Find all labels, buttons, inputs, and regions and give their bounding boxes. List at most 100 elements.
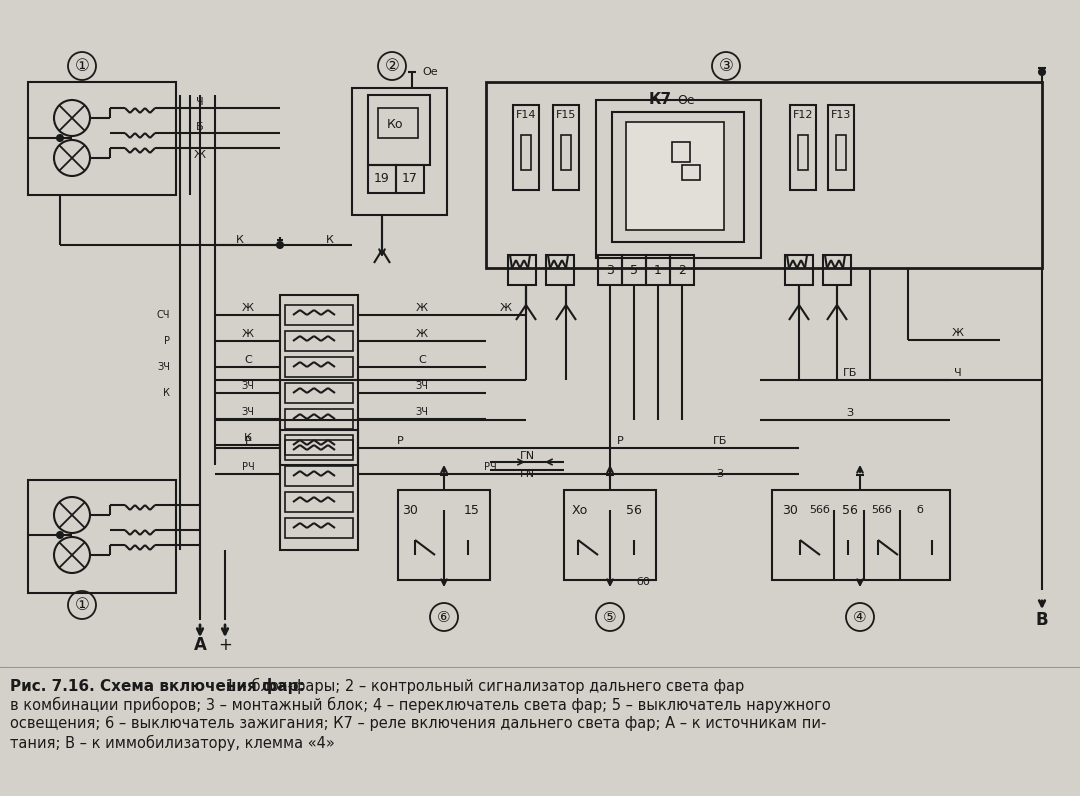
Bar (798, 135, 808, 170)
Bar (561, 135, 571, 170)
Text: ГБ: ГБ (842, 368, 858, 378)
Text: б: б (917, 505, 923, 515)
Bar (368, 95, 430, 165)
Bar (28, 480, 176, 593)
Text: Ое: Ое (422, 67, 437, 77)
Text: К7: К7 (648, 92, 672, 107)
Bar (564, 490, 656, 580)
Bar (521, 135, 531, 170)
Text: Ж: Ж (194, 150, 206, 160)
Bar (513, 105, 539, 190)
Text: Ч: Ч (197, 97, 204, 107)
Text: РЧ: РЧ (242, 462, 255, 472)
Bar (508, 255, 536, 285)
Bar (553, 105, 579, 190)
Text: 15: 15 (464, 504, 480, 517)
Bar (670, 255, 694, 285)
Text: К: К (244, 433, 252, 443)
Text: С: С (418, 355, 426, 365)
Text: З: З (716, 469, 724, 479)
Text: освещения; 6 – выключатель зажигания; К7 – реле включения дальнего света фар; А : освещения; 6 – выключатель зажигания; К7… (10, 716, 826, 731)
Text: 56б: 56б (872, 505, 892, 515)
Bar (285, 466, 353, 486)
Text: Рис. 7.16. Схема включения фар:: Рис. 7.16. Схема включения фар: (10, 678, 305, 694)
Text: 5: 5 (630, 263, 638, 276)
Text: в комбинации приборов; 3 – монтажный блок; 4 – переключатель света фар; 5 – выкл: в комбинации приборов; 3 – монтажный бло… (10, 697, 831, 713)
Text: 1 – блок-фары; 2 – контрольный сигнализатор дальнего света фар: 1 – блок-фары; 2 – контрольный сигнализа… (220, 678, 744, 694)
Text: 2: 2 (678, 263, 686, 276)
Bar (285, 383, 353, 403)
Bar (772, 490, 950, 580)
Text: К: К (237, 235, 244, 245)
Bar (399, 490, 490, 580)
Bar (626, 122, 724, 230)
Text: Р: Р (617, 436, 623, 446)
Bar (285, 305, 353, 325)
Text: К: К (326, 235, 334, 245)
Text: тания; В – к иммобилизатору, клемма «4»: тания; В – к иммобилизатору, клемма «4» (10, 735, 335, 751)
Bar (396, 165, 424, 193)
Bar (836, 135, 846, 170)
Text: +: + (218, 636, 232, 654)
Bar (789, 105, 816, 190)
Bar (285, 492, 353, 512)
Text: Ко: Ко (387, 119, 403, 131)
Text: B: B (1036, 611, 1049, 629)
Text: б0: б0 (636, 577, 650, 587)
Text: 30: 30 (782, 504, 798, 517)
Bar (285, 357, 353, 377)
Text: 56б: 56б (810, 505, 831, 515)
Bar (285, 409, 353, 429)
Text: ⑥: ⑥ (437, 610, 450, 625)
Bar (828, 105, 854, 190)
Text: ЗЧ: ЗЧ (157, 362, 170, 372)
Bar (285, 435, 353, 455)
Bar (368, 165, 396, 193)
Text: 56: 56 (842, 504, 858, 517)
Text: РЧ: РЧ (484, 462, 497, 472)
Text: Ж: Ж (416, 329, 428, 339)
Text: 17: 17 (402, 173, 418, 185)
Text: F13: F13 (831, 110, 851, 120)
Bar (622, 255, 646, 285)
Bar (0, 668, 1080, 796)
Text: К: К (163, 388, 170, 398)
Text: ЗЧ: ЗЧ (416, 407, 429, 417)
Text: ②: ② (384, 57, 400, 75)
Text: Ж: Ж (242, 303, 254, 313)
Text: 3: 3 (606, 263, 613, 276)
Bar (546, 255, 573, 285)
Text: 30: 30 (402, 504, 418, 517)
Bar (823, 255, 851, 285)
Bar (285, 518, 353, 538)
Text: ⑤: ⑤ (604, 610, 617, 625)
Bar (681, 165, 700, 180)
Text: Ч: Ч (955, 368, 962, 378)
Bar (352, 88, 447, 215)
Text: Р: Р (245, 436, 252, 446)
Bar (596, 100, 761, 258)
Text: 19: 19 (374, 173, 390, 185)
Text: ③: ③ (718, 57, 733, 75)
Text: ①: ① (75, 596, 90, 614)
Text: F15: F15 (556, 110, 577, 120)
Text: Р: Р (396, 436, 403, 446)
Text: СЧ: СЧ (157, 310, 170, 320)
Circle shape (57, 135, 63, 141)
Bar (280, 295, 357, 465)
Circle shape (276, 242, 283, 248)
Bar (285, 331, 353, 351)
Circle shape (1039, 69, 1045, 75)
Bar (672, 142, 690, 162)
Bar (28, 82, 176, 195)
Text: F14: F14 (516, 110, 537, 120)
Text: Ж: Ж (951, 328, 964, 338)
Text: Б: Б (197, 122, 204, 132)
Bar (646, 255, 670, 285)
Text: Ж: Ж (416, 303, 428, 313)
Text: A: A (193, 636, 206, 654)
Text: F12: F12 (793, 110, 813, 120)
Text: Ое: Ое (677, 93, 694, 107)
Bar (598, 255, 622, 285)
Bar (785, 255, 813, 285)
